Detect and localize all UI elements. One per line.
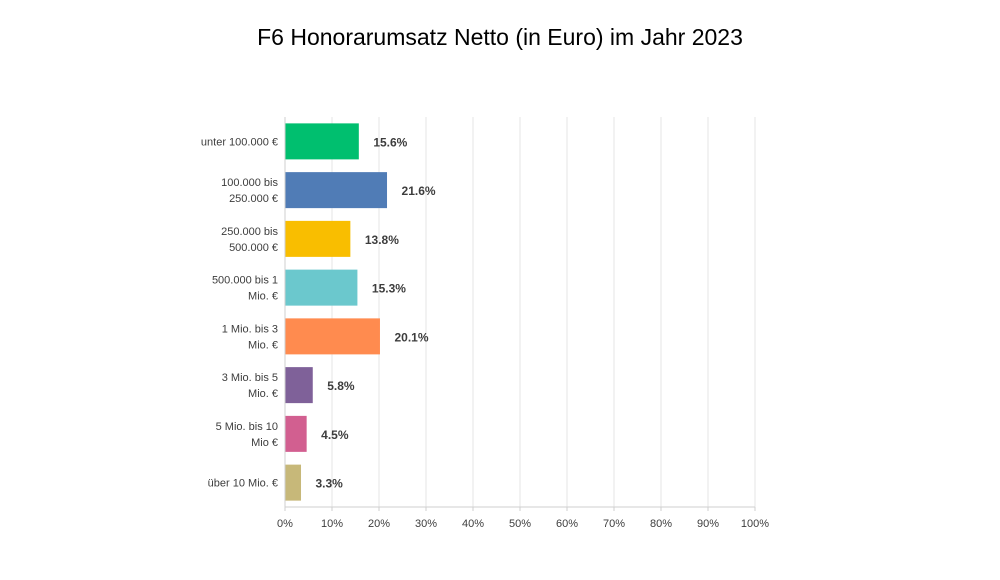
category-label: 500.000 bis 1 Mio. € [212, 275, 278, 303]
x-tick-label: 90% [697, 518, 719, 530]
x-tick-label: 0% [277, 518, 293, 530]
x-tick-label: 10% [321, 518, 343, 530]
chart-title: F6 Honorarumsatz Netto (in Euro) im Jahr… [257, 24, 743, 50]
category-label: 100.000 bis 250.000 € [221, 177, 278, 205]
bar-value-label: 21.6% [402, 184, 436, 198]
x-tick-label: 70% [603, 518, 625, 530]
category-label: 3 Mio. bis 5 Mio. € [222, 372, 278, 400]
bar-value-label: 3.3% [316, 477, 344, 491]
x-tick-label: 30% [415, 518, 437, 530]
bar [285, 269, 358, 306]
bar-value-label: 20.1% [394, 330, 428, 344]
x-tick-label: 60% [556, 518, 578, 530]
category-label: 1 Mio. bis 3 Mio. € [222, 323, 278, 351]
bar-value-label: 15.6% [373, 135, 407, 149]
category-label: 5 Mio. bis 10 Mio € [216, 421, 278, 449]
bar [285, 318, 380, 355]
bar [285, 172, 388, 209]
bar-value-label: 13.8% [365, 233, 399, 247]
bar-value-label: 5.8% [327, 379, 355, 393]
x-tick-label: 20% [368, 518, 390, 530]
category-label: unter 100.000 € [201, 136, 278, 148]
category-label: 250.000 bis 500.000 € [221, 226, 278, 254]
category-label: über 10 Mio. € [208, 478, 278, 490]
x-tick-label: 40% [462, 518, 484, 530]
bar [285, 220, 351, 257]
x-tick-label: 50% [509, 518, 531, 530]
bar-value-label: 4.5% [321, 428, 349, 442]
x-tick-label: 100% [741, 518, 769, 530]
bar [285, 367, 313, 404]
bar-value-label: 15.3% [372, 282, 406, 296]
x-tick-label: 80% [650, 518, 672, 530]
bar [285, 464, 302, 501]
bar [285, 123, 359, 160]
bar [285, 415, 307, 452]
